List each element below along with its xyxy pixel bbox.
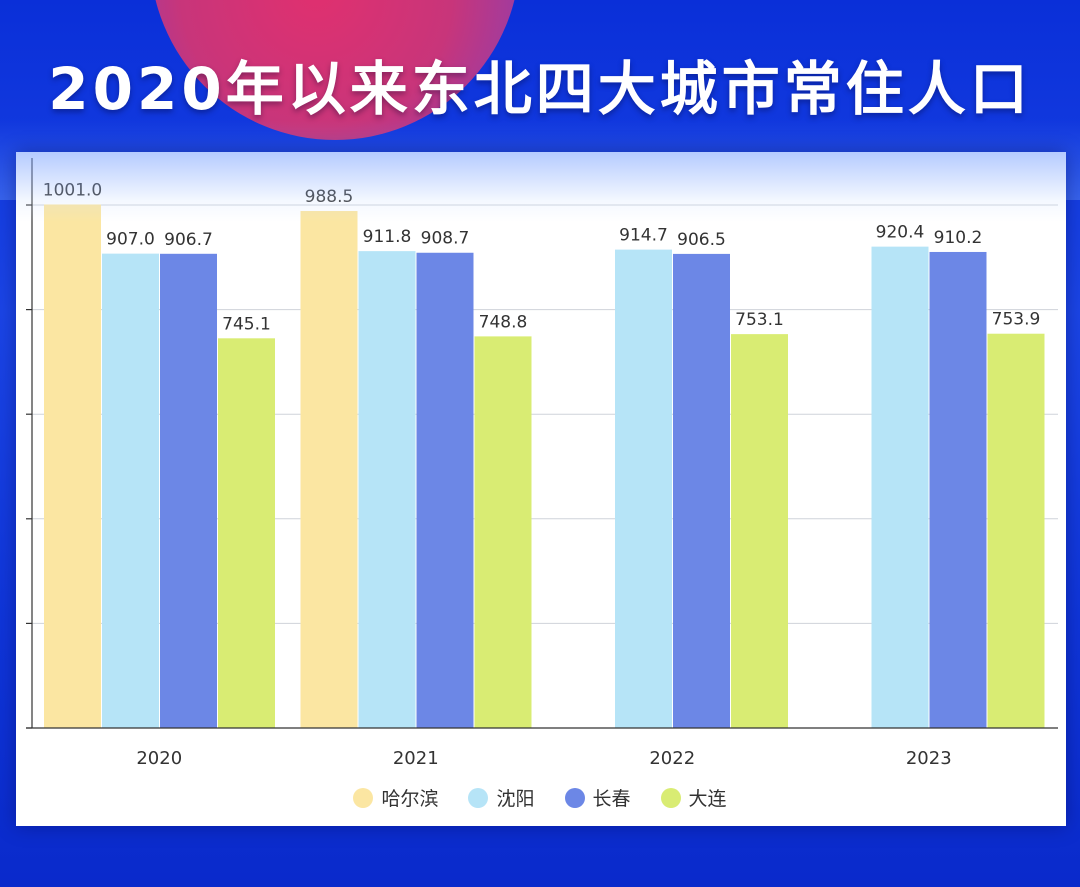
x-tick-label: 2020 [136,748,182,769]
legend-item[interactable]: 大连 [660,784,727,811]
data-label: 906.5 [677,230,726,250]
legend-swatch [353,787,374,808]
data-label: 753.1 [735,310,784,330]
bar-大连-2020 [218,338,275,728]
bar-大连-2023 [987,333,1045,728]
legend-item[interactable]: 沈阳 [468,784,535,811]
x-tick-label: 2022 [649,748,695,769]
data-label: 748.8 [479,312,528,332]
x-tick-label: 2023 [906,748,952,769]
data-label: 745.1 [222,314,271,334]
data-label: 911.8 [363,227,412,247]
legend-item[interactable]: 长春 [564,784,631,811]
legend-swatch [468,787,489,808]
bar-大连-2022 [731,334,788,728]
legend-label: 长春 [592,788,631,810]
bar-哈尔滨-2020 [44,204,101,729]
bar-长春-2022 [673,253,730,728]
data-label: 753.9 [992,310,1041,330]
bar-长春-2020 [160,253,217,728]
bar-大连-2021 [474,336,532,728]
bar-沈阳-2020 [102,253,159,729]
data-label: 914.7 [619,226,668,246]
x-tick-label: 2021 [393,748,439,769]
data-label: 907.0 [106,230,155,250]
legend-label: 沈阳 [496,788,535,810]
data-label: 906.7 [164,230,213,250]
data-label: 908.7 [421,229,470,249]
legend-label: 大连 [688,788,727,810]
data-label: 910.2 [934,228,983,248]
legend-swatch [660,787,681,808]
data-label: 920.4 [876,223,925,243]
bar-沈阳-2022 [615,249,672,729]
chart-legend: 哈尔滨 沈阳 长春 大连 [0,784,1080,811]
bar-哈尔滨-2021 [300,211,358,728]
legend-swatch [564,787,585,808]
legend-label: 哈尔滨 [381,788,439,810]
bar-沈阳-2021 [358,251,416,728]
bar-长春-2023 [929,251,987,728]
data-label: 1001.0 [43,180,102,200]
data-label: 988.5 [305,187,354,207]
legend-item[interactable]: 哈尔滨 [353,784,438,811]
bar-沈阳-2023 [871,246,929,728]
bar-长春-2021 [416,252,474,729]
page-title: 2020年以来东北四大城市常住人口 [48,55,1032,123]
